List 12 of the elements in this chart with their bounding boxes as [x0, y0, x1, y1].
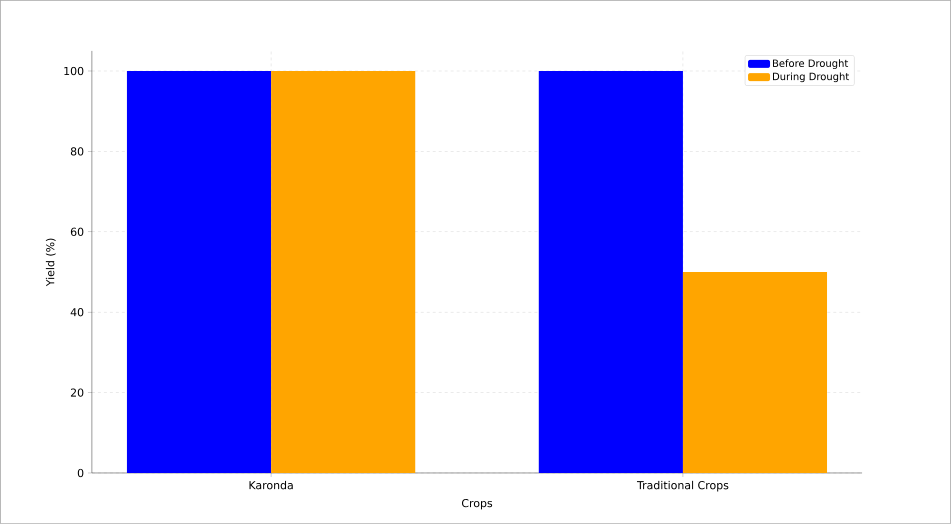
- y-axis-title: Yield (%): [46, 238, 56, 286]
- x-tick-label: Traditional Crops: [636, 480, 728, 492]
- legend-label: Before Drought: [773, 59, 848, 69]
- x-axis-title: Crops: [462, 499, 492, 510]
- y-tick-label: 80: [70, 147, 84, 156]
- y-tick-label: 60: [70, 228, 84, 236]
- legend-label: During Drought: [773, 72, 849, 82]
- y-tick-label: 20: [70, 388, 84, 397]
- y-tick-label: 100: [64, 66, 84, 76]
- y-tick-label: 40: [70, 308, 84, 316]
- y-tick-label: 0: [78, 468, 84, 478]
- x-tick-label: Karonda: [250, 480, 293, 490]
